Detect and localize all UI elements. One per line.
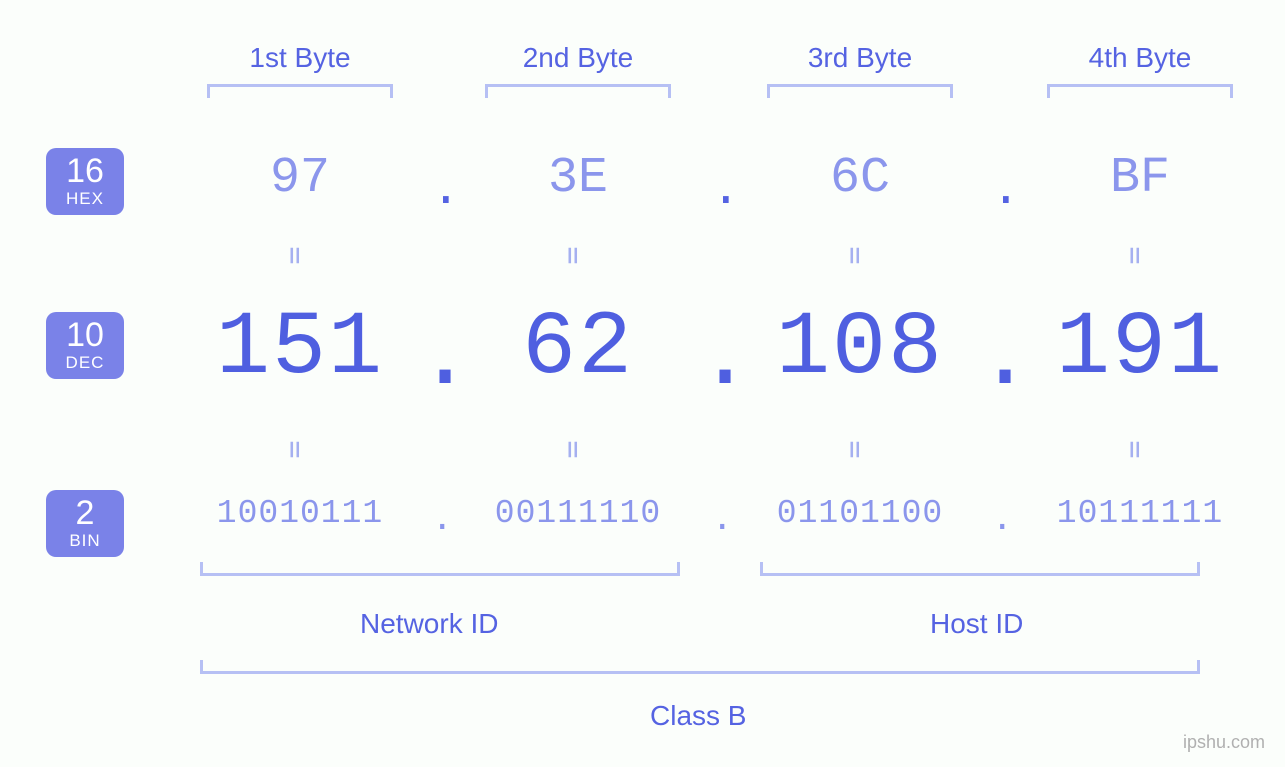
bin-byte-2: 00111110 [448,495,708,532]
dec-byte-4: 191 [1010,298,1270,400]
dec-byte-3: 108 [730,298,990,400]
label-host-id: Host ID [930,608,1023,640]
byte-header-2: 2nd Byte [448,42,708,74]
eq-hex-dec-2: = [556,246,591,264]
bin-byte-1: 10010111 [170,495,430,532]
bin-dot-1: . [432,498,452,538]
badge-hex-base: 16 [46,154,124,188]
bin-dot-3: . [992,498,1012,538]
hex-dot-2: . [712,160,740,214]
dec-dot-2: . [698,300,752,405]
badge-hex: 16 HEX [46,148,124,215]
hex-dot-3: . [992,160,1020,214]
bracket-top-1 [207,84,393,98]
label-network-id: Network ID [360,608,498,640]
bracket-top-2 [485,84,671,98]
label-class: Class B [650,700,746,732]
bin-byte-3: 01101100 [730,495,990,532]
watermark: ipshu.com [1183,732,1265,753]
byte-header-1: 1st Byte [170,42,430,74]
bin-byte-4: 10111111 [1010,495,1270,532]
eq-hex-dec-3: = [838,246,873,264]
eq-hex-dec-1: = [278,246,313,264]
eq-dec-bin-3: = [838,440,873,458]
bin-dot-2: . [712,498,732,538]
badge-dec: 10 DEC [46,312,124,379]
badge-dec-label: DEC [46,354,124,371]
bracket-top-4 [1047,84,1233,98]
bracket-network [200,562,680,576]
badge-dec-base: 10 [46,318,124,352]
byte-header-3: 3rd Byte [730,42,990,74]
dec-dot-1: . [418,300,472,405]
badge-hex-label: HEX [46,190,124,207]
bracket-top-3 [767,84,953,98]
eq-hex-dec-4: = [1118,246,1153,264]
badge-bin-base: 2 [46,496,124,530]
hex-byte-3: 6C [730,150,990,207]
dec-dot-3: . [978,300,1032,405]
dec-byte-1: 151 [170,298,430,400]
bracket-host [760,562,1200,576]
badge-bin-label: BIN [46,532,124,549]
dec-byte-2: 62 [448,298,708,400]
hex-byte-2: 3E [448,150,708,207]
eq-dec-bin-4: = [1118,440,1153,458]
eq-dec-bin-1: = [278,440,313,458]
hex-byte-4: BF [1010,150,1270,207]
eq-dec-bin-2: = [556,440,591,458]
bracket-class [200,660,1200,674]
byte-header-4: 4th Byte [1010,42,1270,74]
hex-dot-1: . [432,160,460,214]
badge-bin: 2 BIN [46,490,124,557]
hex-byte-1: 97 [170,150,430,207]
